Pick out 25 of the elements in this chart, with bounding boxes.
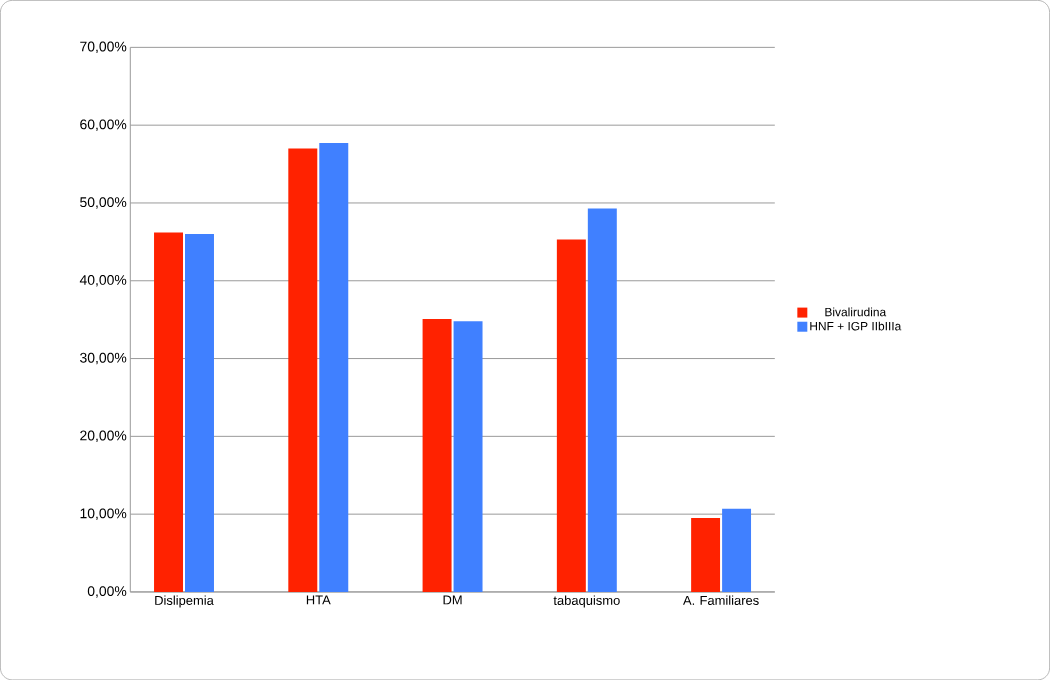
bar xyxy=(453,321,483,592)
bar xyxy=(587,208,617,592)
x-tick-label: tabaquismo xyxy=(553,595,620,608)
bar xyxy=(288,148,318,592)
bar xyxy=(722,508,752,592)
x-tick-label: DM xyxy=(443,595,462,605)
y-tick-label: 40,00% xyxy=(79,274,127,287)
bar xyxy=(319,142,349,592)
bar xyxy=(185,233,214,592)
y-tick-label: 20,00% xyxy=(80,430,127,442)
x-tick-label: HTA xyxy=(306,595,331,605)
y-tick-label: 10,00% xyxy=(80,508,127,520)
bar xyxy=(422,318,452,592)
y-tick-label: 30,00% xyxy=(80,352,127,365)
bar xyxy=(154,232,184,592)
y-tick-label: 60,00% xyxy=(80,119,127,131)
legend-label: HNF + IGP IIbIIIa xyxy=(810,321,902,331)
y-tick-label: 70,00% xyxy=(80,41,127,53)
bar xyxy=(691,517,721,592)
x-tick-label: Dislipemia xyxy=(155,595,214,608)
y-tick-label: 50,00% xyxy=(80,197,127,209)
legend-label: Bivalirudina xyxy=(825,307,887,317)
x-tick-label: A. Familiares xyxy=(683,595,759,605)
bar xyxy=(556,239,586,592)
y-tick-label: 0,00% xyxy=(87,586,127,598)
